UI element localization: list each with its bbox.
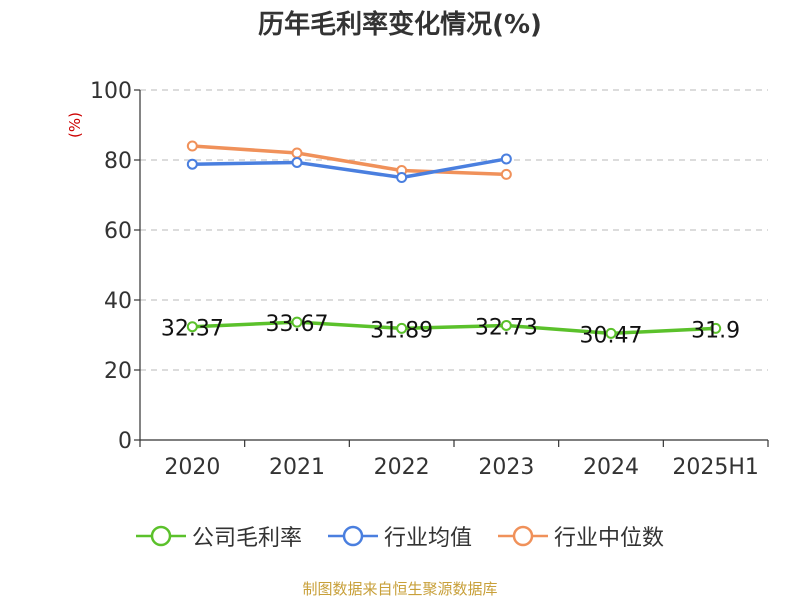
legend: 公司毛利率 行业均值 行业中位数 [0, 520, 800, 552]
data-label: 33.67 [266, 312, 329, 337]
y-tick-label: 20 [104, 359, 132, 384]
data-label: 32.73 [475, 315, 538, 340]
data-point [396, 172, 408, 183]
x-tick-label: 2023 [478, 455, 534, 480]
x-tick-label: 2020 [164, 455, 220, 480]
legend-label: 行业中位数 [554, 526, 665, 551]
data-point [291, 316, 303, 328]
legend-line-marker-icon [498, 525, 548, 547]
y-tick-label: 80 [104, 149, 132, 174]
data-point [186, 321, 198, 333]
data-point [605, 327, 617, 339]
series [186, 140, 722, 339]
x-tick-label: 2024 [583, 455, 639, 480]
legend-item-industry-average[interactable]: 行业均值 [327, 520, 472, 552]
data-point [186, 140, 198, 152]
data-point [291, 147, 303, 159]
data-point [500, 319, 512, 331]
y-tick-label: 100 [90, 79, 132, 104]
data-label: 31.89 [370, 318, 433, 343]
x-tick-label: 2021 [269, 455, 325, 480]
data-label: 30.47 [580, 323, 643, 348]
legend-line-marker-icon [327, 525, 378, 547]
chart-title: 历年毛利率变化情况(%) [258, 10, 542, 40]
legend-label: 公司毛利率 [191, 526, 302, 551]
source-note: 制图数据来自恒生聚源数据库 [302, 580, 498, 598]
x-tick-label: 2025H1 [672, 455, 759, 480]
data-point [710, 322, 722, 334]
axes: 0 20 40 60 80 100 2020 2021 2022 2023 2024 2025H1 [90, 79, 769, 480]
grid-lines [140, 89, 768, 371]
y-axis-label: (%) [66, 112, 84, 138]
data-label: 31.9 [691, 318, 740, 343]
data-point [291, 156, 303, 168]
x-tick-label: 2022 [374, 455, 430, 480]
legend-item-company[interactable]: 公司毛利率 [135, 520, 302, 552]
data-labels: 32.37 33.67 31.89 32.73 30.47 31.9 [161, 312, 740, 348]
legend-line-marker-icon [135, 525, 186, 547]
series-line [190, 320, 718, 336]
y-tick-label: 60 [104, 219, 132, 244]
legend-label: 行业均值 [383, 526, 472, 551]
data-point [500, 168, 512, 180]
series-line [190, 157, 509, 180]
data-point [396, 322, 408, 334]
y-tick-label: 40 [104, 289, 132, 314]
data-point [500, 153, 512, 165]
legend-item-industry-median[interactable]: 行业中位数 [498, 520, 664, 552]
y-tick-label: 0 [118, 429, 132, 454]
data-label: 32.37 [161, 317, 224, 342]
series-line [190, 144, 509, 177]
data-point [186, 158, 198, 170]
